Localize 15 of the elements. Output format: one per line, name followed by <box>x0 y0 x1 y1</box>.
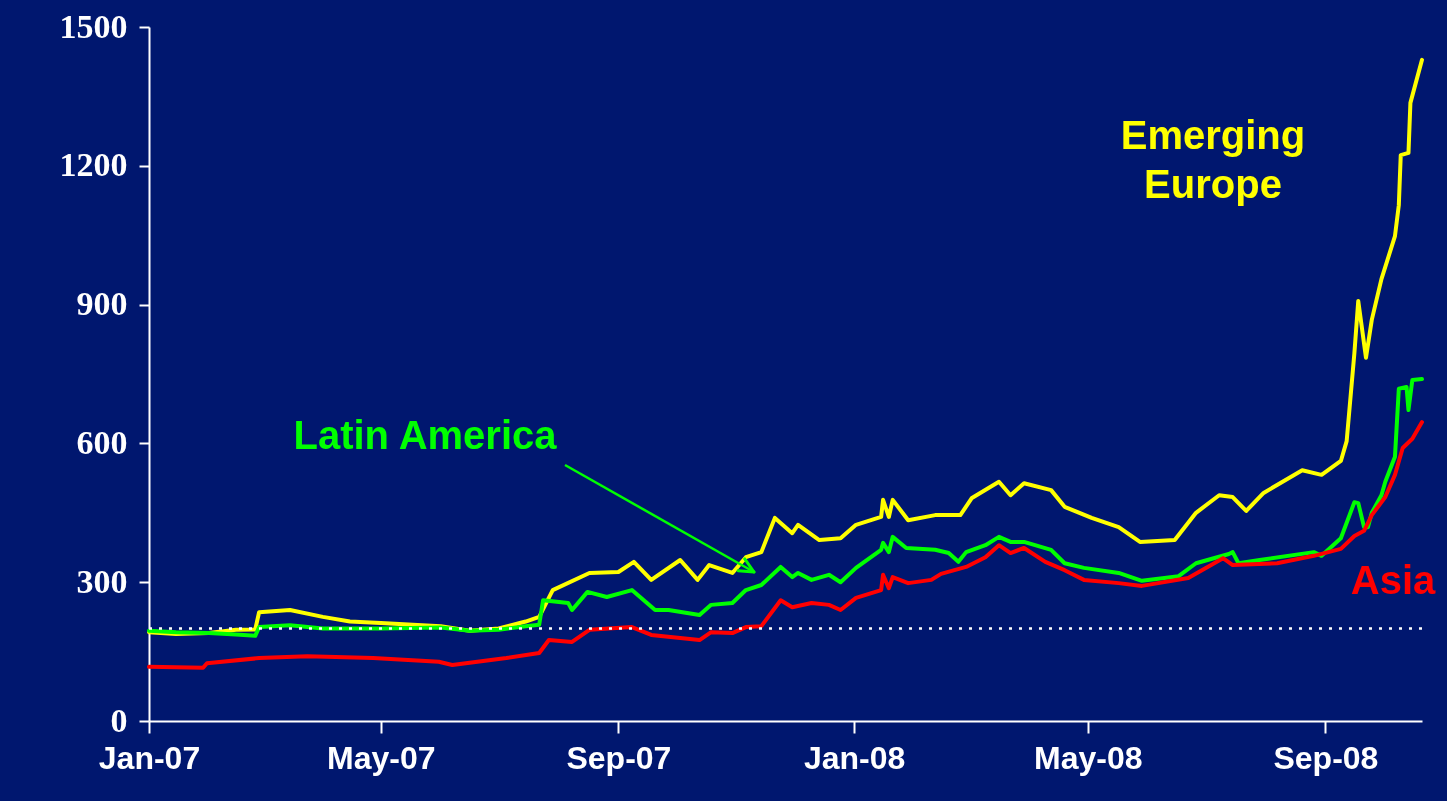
text: Latin America <box>293 413 558 457</box>
x-tick-label: Sep-07 <box>566 739 672 776</box>
x-tick-label: May-08 <box>1034 739 1143 776</box>
y-tick-label: 1500 <box>59 7 128 45</box>
y-tick-label: 1200 <box>59 146 128 184</box>
x-tick-label: May-07 <box>327 739 436 776</box>
y-tick-label: 0 <box>110 701 128 739</box>
y-tick-label: 300 <box>76 562 128 600</box>
text: Emerging Europe <box>1120 113 1306 206</box>
x-tick-label: Sep-08 <box>1273 739 1379 776</box>
y-tick-label: 600 <box>76 423 128 461</box>
x-tick-label: Jan-07 <box>98 739 201 776</box>
x-tick-label: Jan-08 <box>803 739 906 776</box>
y-tick-label: 900 <box>76 285 128 323</box>
series-label: Asia <box>1350 558 1436 602</box>
